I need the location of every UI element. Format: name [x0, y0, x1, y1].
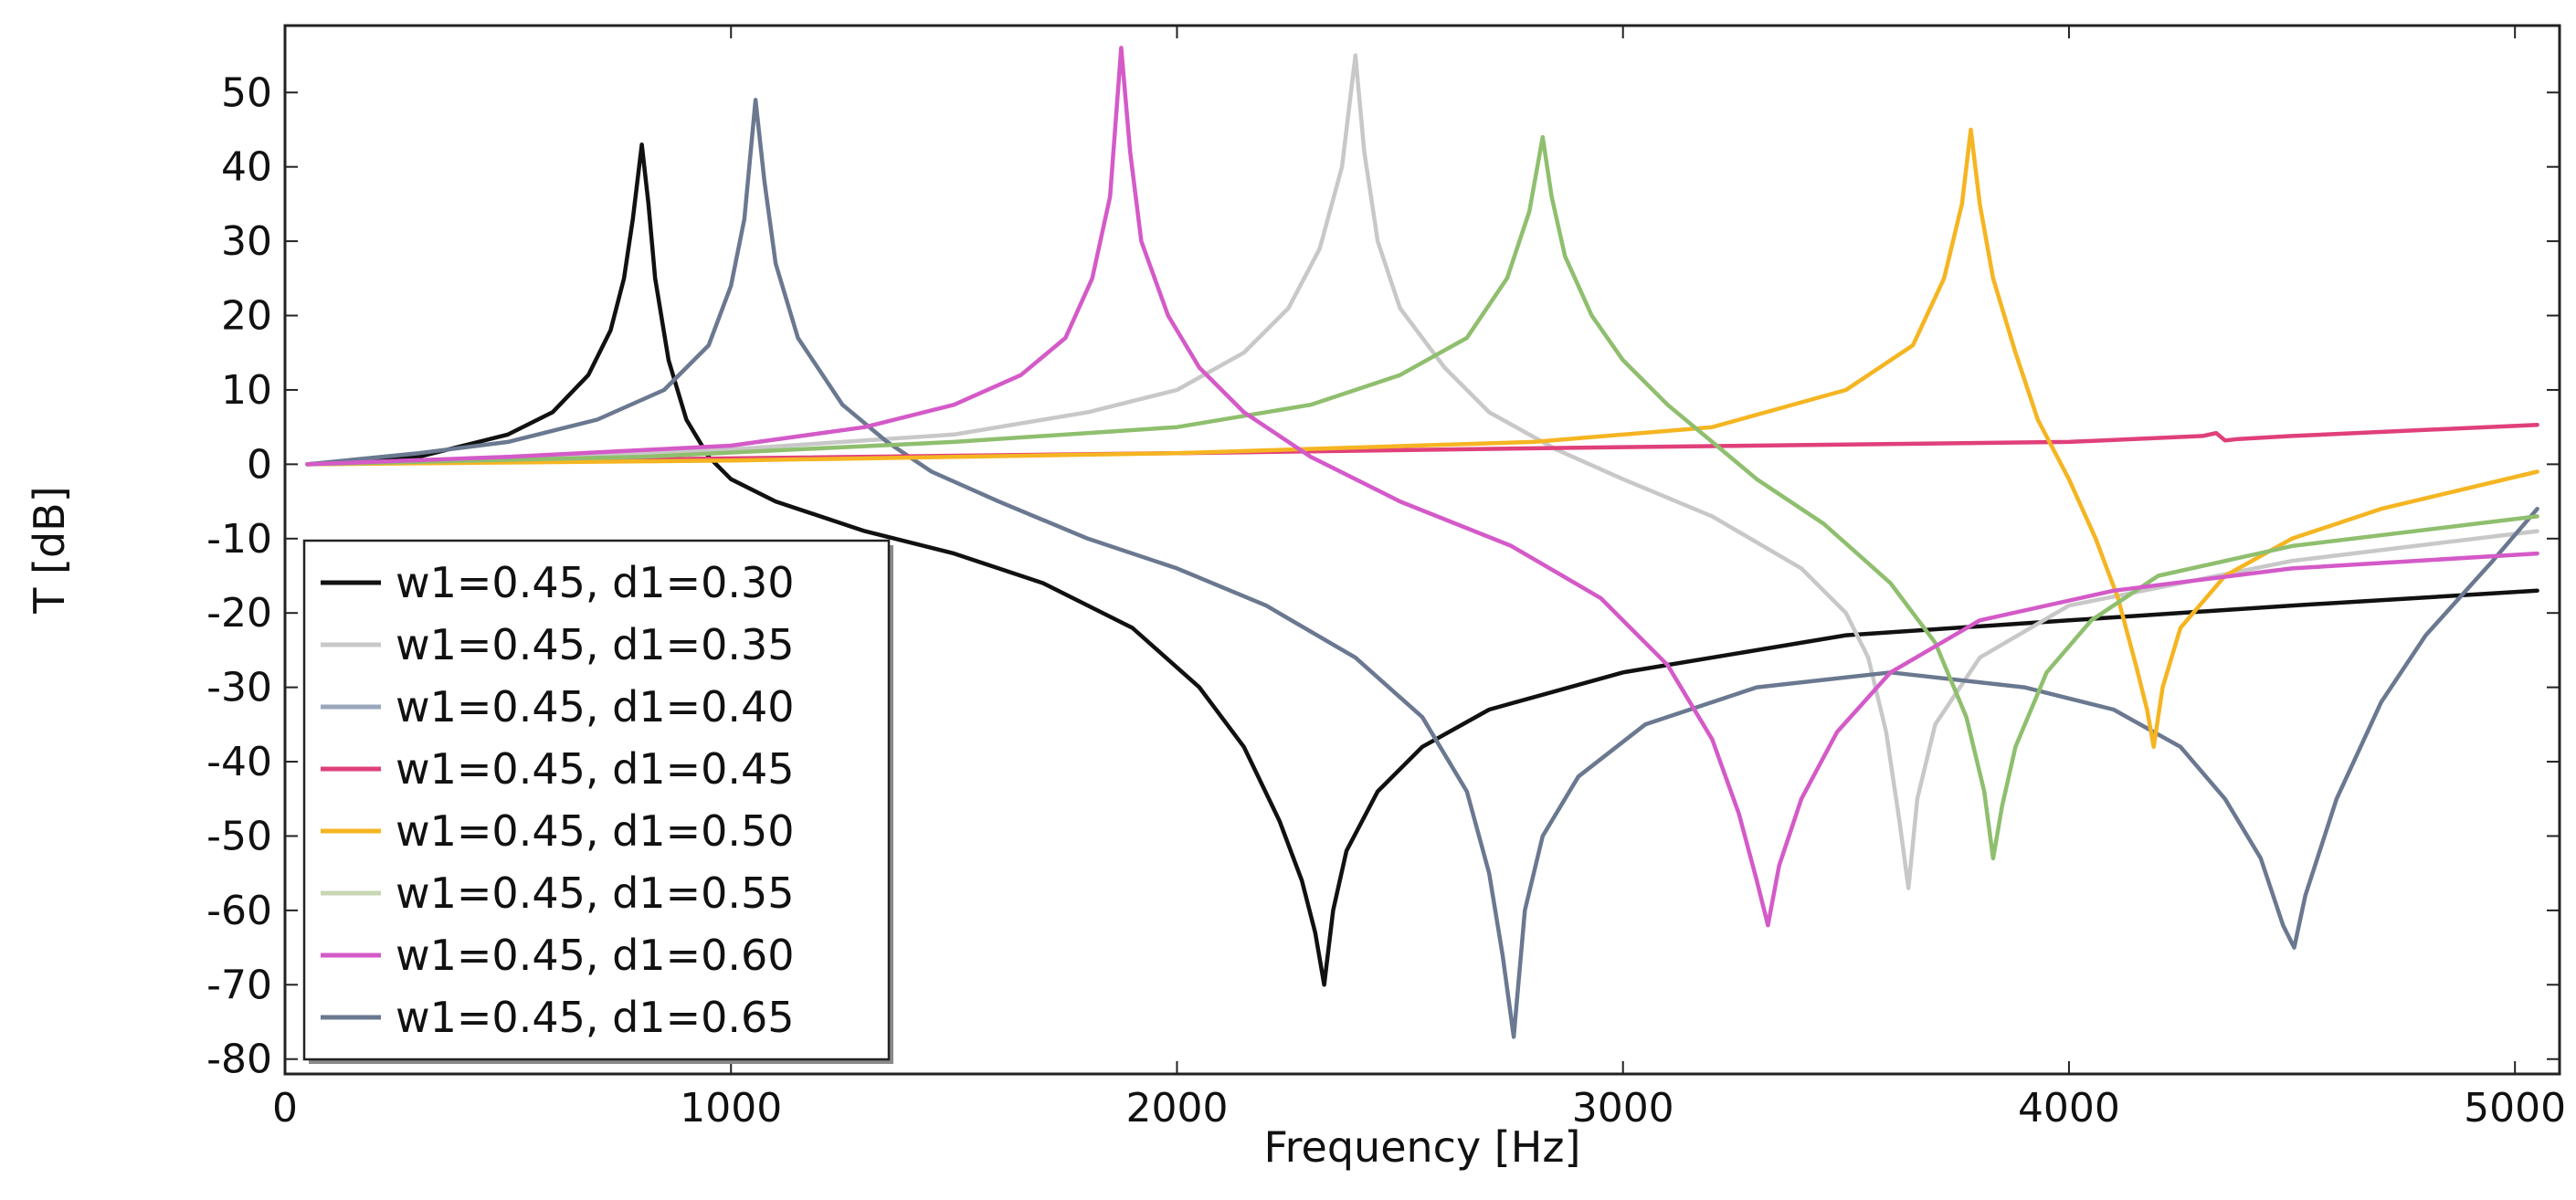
legend-label: w1=0.45, d1=0.50	[396, 806, 795, 856]
series-line-1	[305, 142, 2539, 987]
legend-label: w1=0.45, d1=0.40	[396, 682, 795, 732]
series-line-7	[305, 46, 2539, 928]
series-line-5	[305, 127, 2539, 750]
legend: w1=0.45, d1=0.30 w1=0.45, d1=0.35 w1=0.45,…	[302, 539, 893, 1064]
series-line-6	[305, 134, 2539, 861]
y-tick-label: -70	[206, 962, 272, 1008]
legend-label: w1=0.45, d1=0.55	[396, 868, 795, 918]
axis-ticks: 0 1000 2000 3000 4000 5000 50 40 30 20 10 0 -10 -20 -3…	[206, 26, 2566, 1132]
y-tick-label: 10	[221, 367, 272, 414]
legend-box	[302, 539, 891, 1061]
y-tick-label: -60	[206, 888, 272, 934]
y-tick-label: 50	[221, 69, 272, 116]
x-tick-label: 4000	[2018, 1085, 2120, 1132]
legend-label: w1=0.45, d1=0.60	[396, 931, 795, 980]
x-tick-label: 3000	[1572, 1085, 1674, 1132]
x-axis-label: Frequency [Hz]	[1264, 1122, 1581, 1172]
y-axis-label: T [dB]	[25, 486, 74, 614]
series-lines	[305, 46, 2539, 1039]
y-tick-label: -20	[206, 590, 272, 637]
x-tick-label: 2000	[1125, 1085, 1228, 1132]
y-tick-label: 40	[221, 144, 272, 191]
series-line-3	[305, 98, 2539, 1039]
y-tick-label: 30	[221, 218, 272, 265]
legend-label: w1=0.45, d1=0.45	[396, 744, 795, 794]
legend-label: w1=0.45, d1=0.35	[396, 620, 795, 669]
y-tick-label: 20	[221, 293, 272, 340]
legend-label: w1=0.45, d1=0.65	[396, 993, 795, 1042]
x-tick-label: 1000	[680, 1085, 782, 1132]
y-tick-label: -30	[206, 665, 272, 711]
y-tick-label: 0	[247, 441, 272, 488]
series-line-2	[305, 53, 2539, 890]
y-tick-label: -40	[206, 739, 272, 785]
y-tick-label: -10	[206, 516, 272, 563]
y-tick-label: -50	[206, 813, 272, 859]
x-tick-label: 0	[272, 1085, 298, 1132]
y-tick-label: -80	[206, 1037, 272, 1083]
plot-frame	[283, 24, 2561, 1076]
x-tick-label: 5000	[2464, 1085, 2566, 1132]
legend-label: w1=0.45, d1=0.30	[396, 558, 795, 607]
